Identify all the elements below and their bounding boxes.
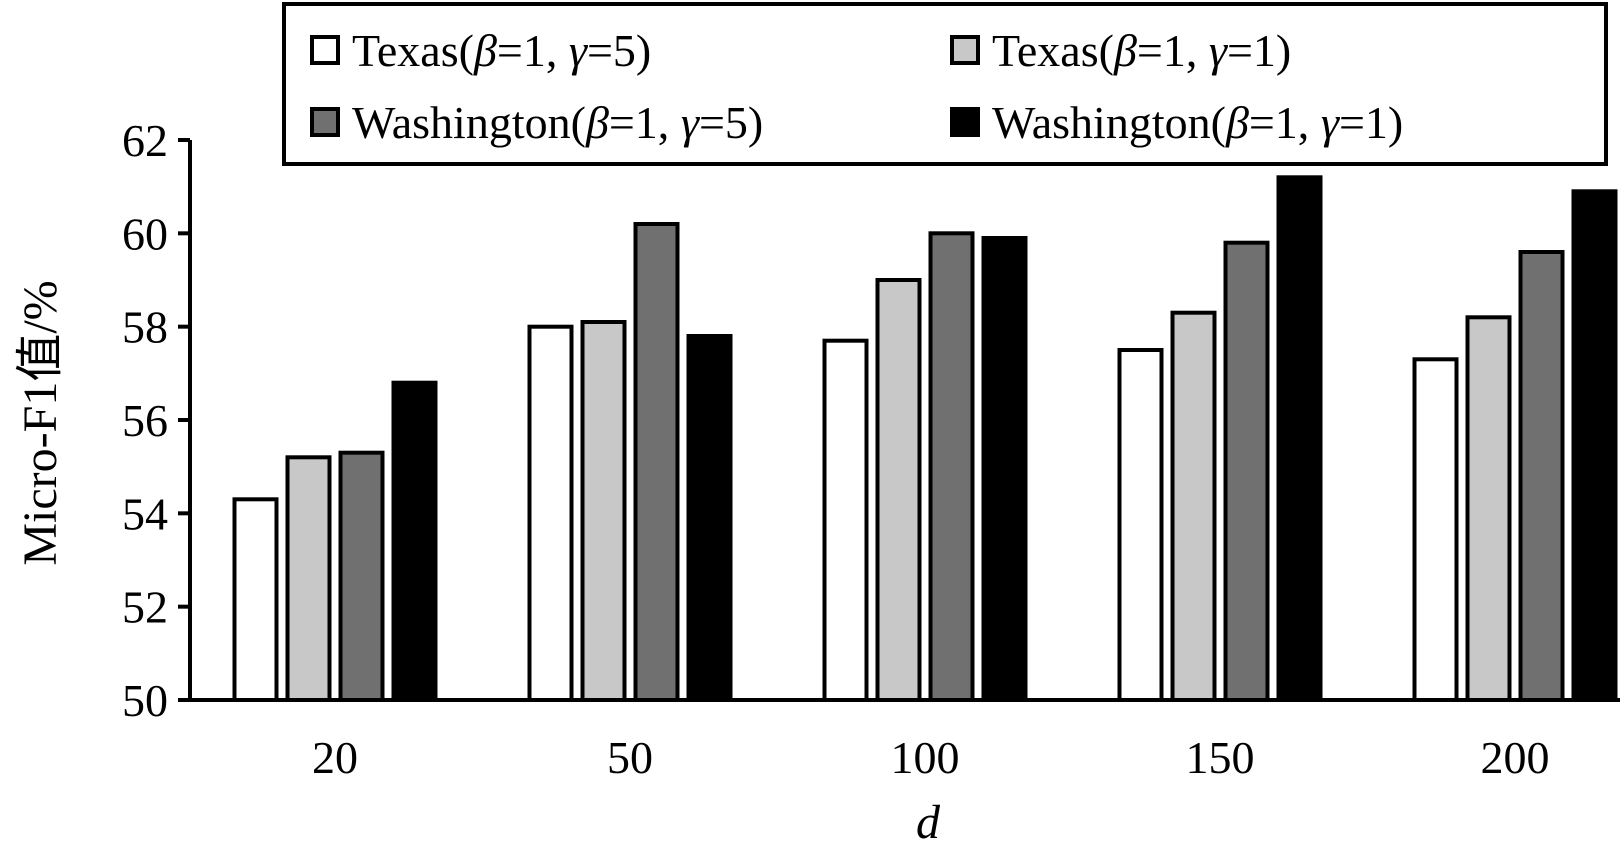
legend-swatch-2	[950, 35, 980, 65]
legend-label-4: Washington(β=1, γ=1)	[992, 97, 1403, 148]
x-tick-label: 150	[1186, 732, 1255, 783]
x-tick-label: 50	[607, 732, 653, 783]
bar-3-50	[633, 222, 680, 702]
bar-1-150	[1117, 348, 1164, 702]
bar-1-200	[1412, 357, 1459, 702]
bar-4-100	[981, 236, 1028, 702]
legend-frame	[282, 2, 1608, 166]
bar-3-150	[1223, 240, 1270, 702]
bar-2-150	[1170, 310, 1217, 702]
x-axis-title: d	[916, 796, 941, 849]
legend-label-2: Texas(β=1, γ=1)	[992, 25, 1291, 76]
bar-1-100	[822, 338, 869, 702]
y-tick-label: 52	[122, 582, 168, 633]
x-tick-label: 200	[1481, 732, 1550, 783]
bar-2-100	[875, 278, 922, 702]
legend-label-1: Texas(β=1, γ=5)	[352, 25, 651, 76]
x-tick-label: 20	[312, 732, 358, 783]
bar-3-20	[338, 450, 385, 703]
y-tick-label: 60	[122, 208, 168, 259]
legend: Texas(β=1, γ=5) Texas(β=1, γ=1) Washington…	[282, 2, 1608, 166]
bar-4-50	[686, 334, 733, 702]
y-tick-label: 56	[122, 395, 168, 446]
y-tick-label: 50	[122, 675, 168, 726]
legend-swatch-3	[310, 107, 340, 137]
legend-label-3: Washington(β=1, γ=5)	[352, 97, 763, 148]
legend-swatch-1	[310, 35, 340, 65]
bars	[232, 175, 1618, 703]
axes: 50 52 54 56 58 60 62 20 50 100 150 200	[122, 115, 1620, 783]
bar-1-50	[527, 324, 574, 702]
legend-swatch-4	[950, 107, 980, 137]
bar-3-200	[1518, 250, 1565, 702]
bar-2-20	[285, 455, 332, 702]
y-tick-label: 54	[122, 488, 168, 539]
x-tick-label: 100	[891, 732, 960, 783]
bar-2-50	[580, 320, 627, 702]
y-tick-label: 62	[122, 115, 168, 166]
bar-1-20	[232, 497, 279, 702]
bar-3-100	[928, 231, 975, 703]
y-tick-label: 58	[122, 302, 168, 353]
bar-4-150	[1276, 175, 1323, 703]
bar-4-20	[391, 380, 438, 702]
bar-2-200	[1465, 315, 1512, 702]
y-axis-title: Micro-F1值/%	[14, 280, 67, 565]
bar-4-200	[1571, 189, 1618, 703]
